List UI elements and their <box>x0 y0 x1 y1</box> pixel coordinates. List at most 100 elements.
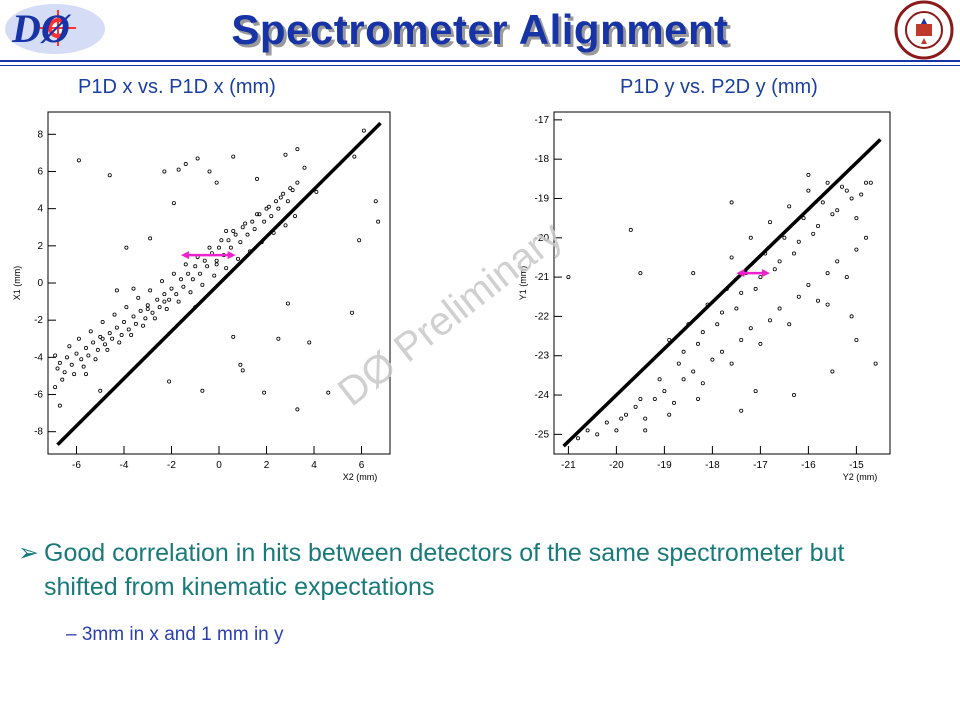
data-point <box>266 204 271 209</box>
data-point <box>178 277 183 282</box>
data-point <box>576 436 581 441</box>
offset-arrow-head-right <box>227 251 236 260</box>
main-bullet: ➢ Good correlation in hits between detec… <box>18 536 918 604</box>
data-point <box>207 169 212 174</box>
data-point <box>254 176 259 181</box>
data-point <box>162 299 167 304</box>
left-scatter-plot: -6 -4 -2 0 2 4 6 -8 -6 -4 -2 0 2 4 6 8 X2 (mm) X1 (mm) <box>12 111 391 482</box>
data-point <box>53 385 58 390</box>
right-plot-subtitle: P1D y vs. P2D y (mm) <box>620 76 818 98</box>
data-point <box>801 216 806 221</box>
data-point <box>276 206 281 211</box>
data-point <box>124 305 129 310</box>
offset-arrow-head-right <box>762 269 770 278</box>
data-point <box>252 227 257 232</box>
x-tick-label: -15 <box>849 460 864 471</box>
x-axis-label: Y2 (mm) <box>843 472 878 482</box>
data-point <box>57 403 62 408</box>
x-tick-label: 0 <box>216 460 222 471</box>
data-point <box>739 290 744 295</box>
data-point <box>69 362 74 367</box>
data-point <box>207 245 212 250</box>
data-point <box>681 377 686 382</box>
data-point <box>691 271 696 276</box>
data-point <box>107 331 112 336</box>
expectation-line <box>56 121 382 446</box>
y-tick-label: -24 <box>535 390 550 401</box>
expectation-line <box>562 138 882 448</box>
data-point <box>250 219 255 224</box>
data-point <box>815 298 820 303</box>
data-point <box>117 340 122 345</box>
data-point <box>295 147 300 152</box>
data-point <box>150 310 155 315</box>
data-point <box>314 189 319 194</box>
data-point <box>88 329 93 334</box>
y-tick-label: -2 <box>34 315 43 326</box>
data-point <box>811 231 816 236</box>
data-point <box>110 336 115 341</box>
data-point <box>224 266 229 271</box>
x-tick-label: -19 <box>657 460 672 471</box>
x-tick-label: -18 <box>705 460 720 471</box>
data-point <box>159 279 164 284</box>
data-point <box>791 251 796 256</box>
data-point <box>835 259 840 264</box>
data-point <box>231 334 236 339</box>
data-point <box>854 337 859 342</box>
data-point <box>193 264 198 269</box>
data-point <box>849 314 854 319</box>
data-point <box>806 188 811 193</box>
data-point <box>695 396 700 401</box>
data-point <box>228 245 233 250</box>
data-point <box>224 228 229 233</box>
data-point <box>235 256 240 261</box>
data-point <box>777 306 782 311</box>
data-point <box>657 377 662 382</box>
data-point <box>791 393 796 398</box>
data-point <box>62 370 67 375</box>
data-point <box>148 288 153 293</box>
data-point <box>767 220 772 225</box>
x-tick-label: 6 <box>359 460 365 471</box>
data-point <box>169 286 174 291</box>
data-point <box>307 340 312 345</box>
data-point <box>283 152 288 157</box>
x-tick-label: 2 <box>264 460 270 471</box>
y-axis-label: X1 (mm) <box>12 266 22 301</box>
data-point <box>131 286 136 291</box>
data-point <box>643 416 648 421</box>
y-tick-label: -8 <box>34 427 43 438</box>
data-point <box>700 381 705 386</box>
data-point <box>167 297 172 302</box>
data-point <box>216 245 221 250</box>
y-tick-label: 2 <box>37 241 43 252</box>
data-point <box>100 336 105 341</box>
y-tick-label: -25 <box>535 429 550 440</box>
x-tick-label: -21 <box>561 460 576 471</box>
data-point <box>863 235 868 240</box>
data-point <box>176 167 181 172</box>
data-point <box>65 355 70 360</box>
data-point <box>240 368 245 373</box>
data-point <box>729 255 734 260</box>
data-point <box>138 308 143 313</box>
x-axis-label: X2 (mm) <box>343 472 378 482</box>
data-point <box>245 232 250 237</box>
data-point <box>167 379 172 384</box>
y-tick-label: -20 <box>535 233 550 244</box>
data-point <box>748 326 753 331</box>
data-point <box>710 357 715 362</box>
data-point <box>162 169 167 174</box>
offset-arrow-head-left <box>181 251 189 260</box>
data-point <box>633 404 638 409</box>
x-tick-label: -6 <box>72 460 81 471</box>
logo-text: DØ <box>11 6 72 51</box>
data-point <box>195 156 200 161</box>
data-point <box>825 302 830 307</box>
bullet-text: Good correlation in hits between detecto… <box>44 539 845 601</box>
y-tick-label: -18 <box>535 154 550 165</box>
y-tick-label: -22 <box>535 311 550 322</box>
data-point <box>276 336 281 341</box>
title-rule <box>0 60 960 62</box>
